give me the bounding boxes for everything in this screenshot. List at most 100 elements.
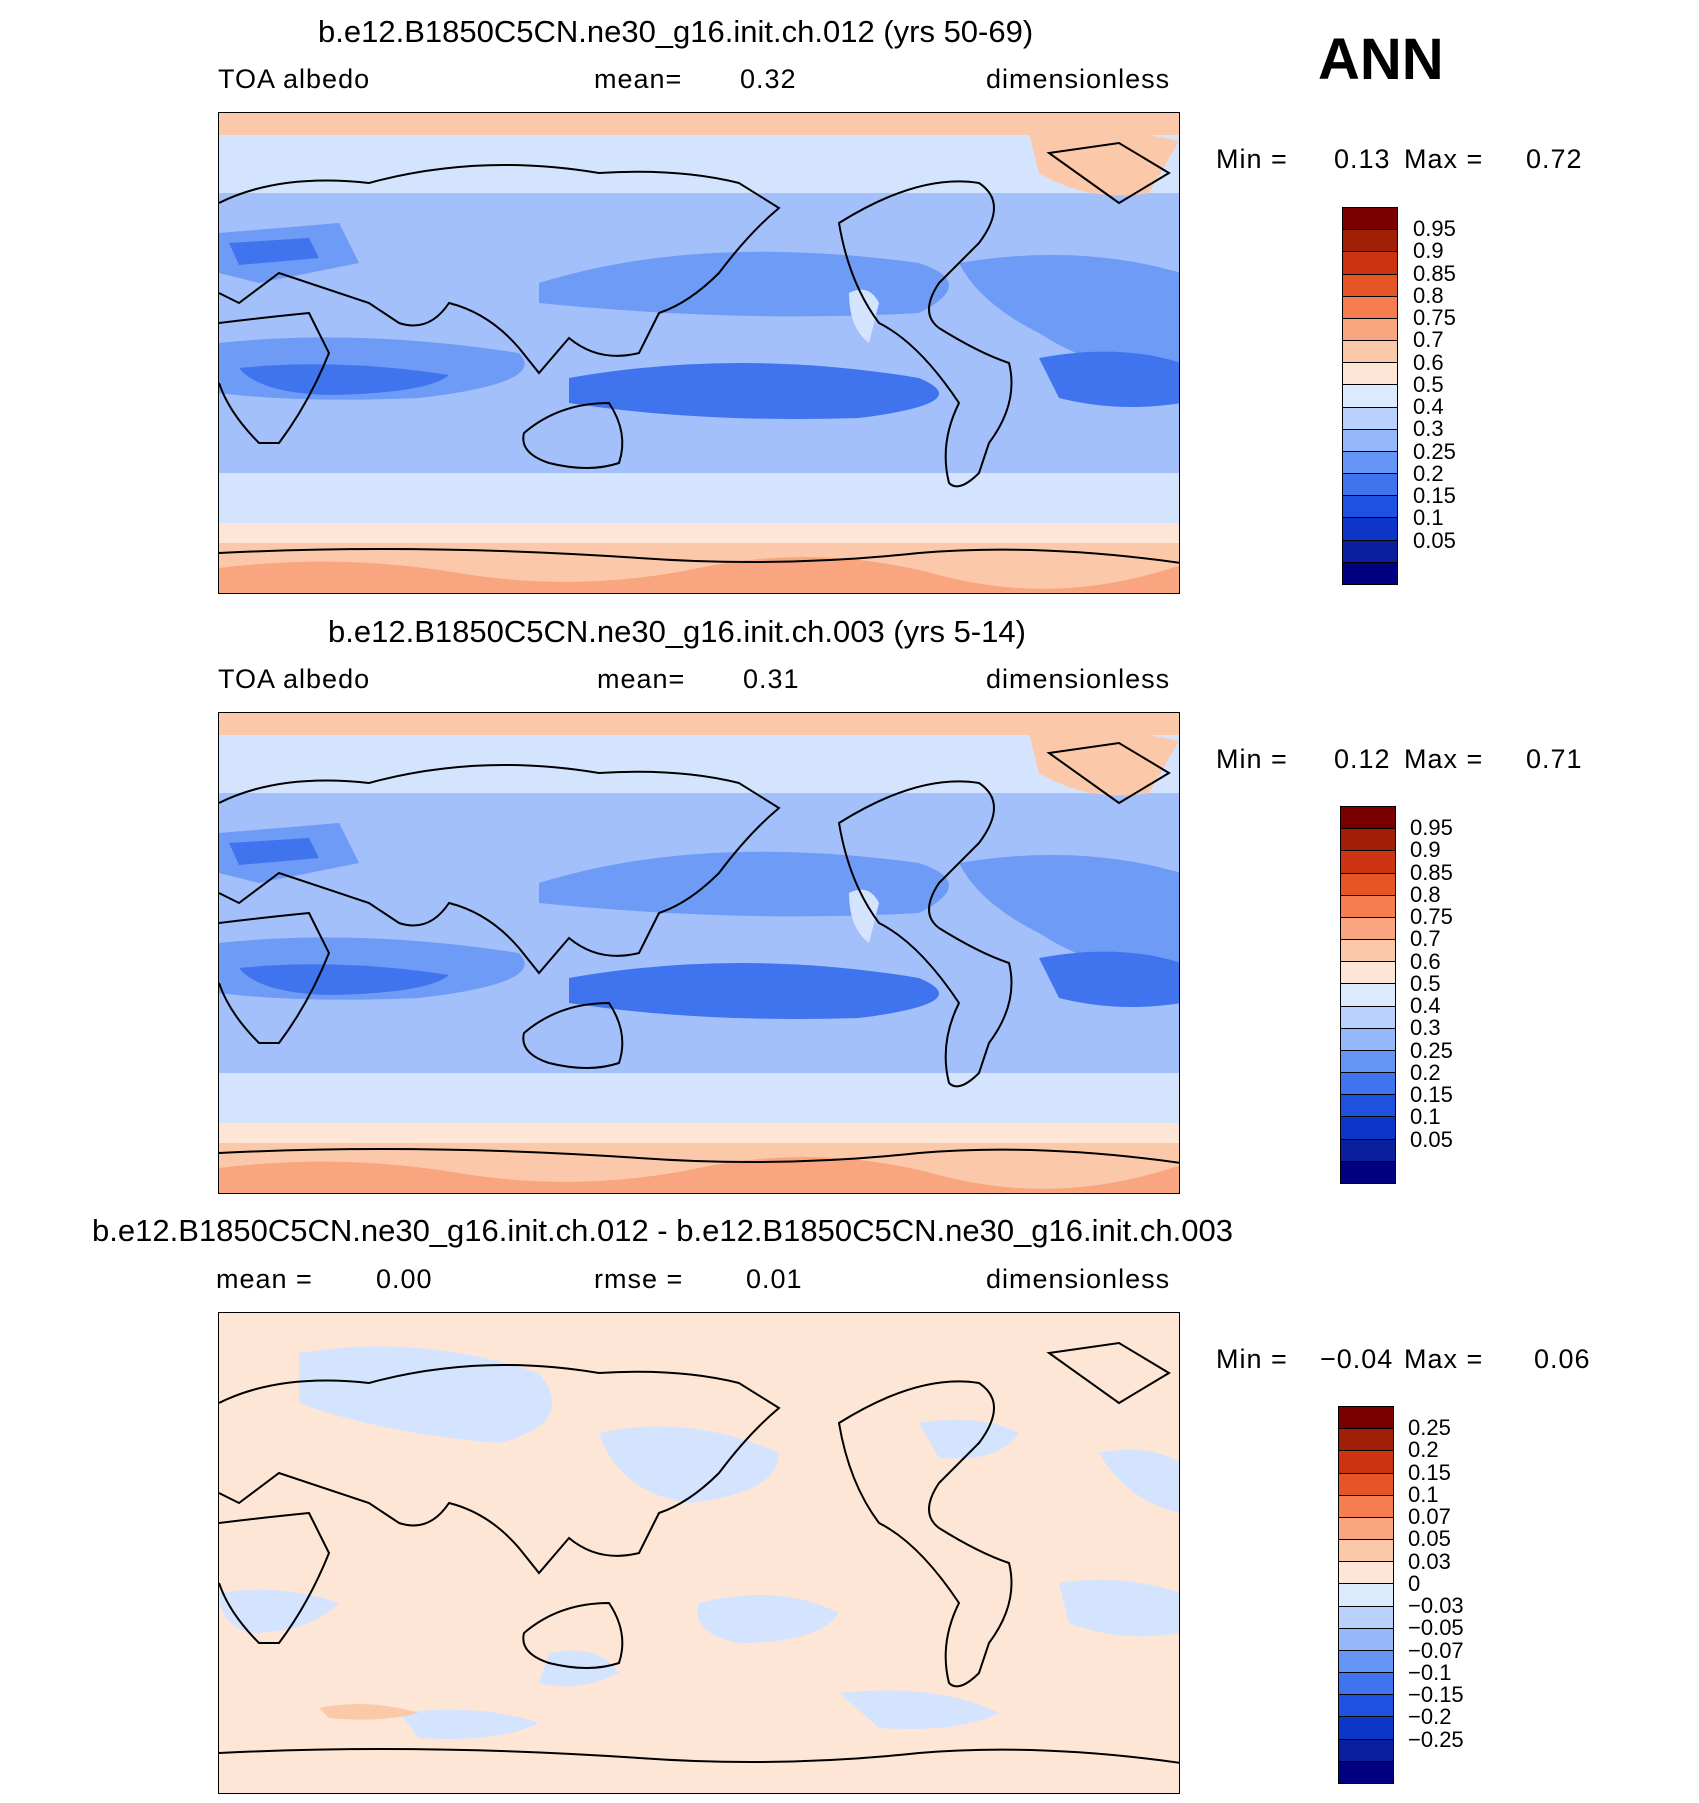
colorbar-box [1341,895,1395,918]
panel3-max-value: 0.06 [1534,1344,1591,1374]
colorbar-box [1343,562,1397,584]
panel1-mean-label: mean= [594,64,683,94]
colorbar-tick-label: 0.75 [1410,904,1453,930]
colorbar-tick-label: −0.05 [1408,1615,1464,1641]
panel2-max-value: 0.71 [1526,744,1583,774]
colorbar-box [1343,451,1397,475]
colorbar-box [1343,407,1397,430]
colorbar-tick-label: 0.1 [1410,1104,1441,1130]
colorbar-box [1339,1473,1393,1496]
colorbar-tick-label: 0.9 [1413,238,1444,264]
colorbar-box [1343,274,1397,297]
panel3-field [219,1313,1179,1793]
panel1-min-value: 0.13 [1334,144,1391,174]
colorbar-tick-label: 0.15 [1408,1459,1451,1485]
colorbar-box [1339,1606,1393,1629]
colorbar-tick-label: 0.85 [1413,260,1456,286]
panel3-units: dimensionless [986,1264,1171,1294]
colorbar-tick-label: −0.2 [1408,1704,1452,1730]
colorbar-box [1341,1050,1395,1074]
colorbar-tick-label: 0.3 [1413,416,1444,442]
panel1-units: dimensionless [986,64,1171,94]
colorbar-tick-label: 0.1 [1413,505,1444,531]
colorbar-box [1339,1429,1393,1452]
colorbar-box [1339,1540,1393,1563]
colorbar-tick-label: 0.8 [1410,881,1441,907]
colorbar-tick-label: 0.05 [1410,1126,1453,1152]
colorbar-box [1339,1761,1393,1783]
colorbar-tick-label: 0.03 [1408,1548,1451,1574]
panel1-colorbar [1342,207,1398,585]
panel3-min-label: Min = [1216,1344,1288,1374]
colorbar-box [1339,1495,1393,1518]
panel3-rmse-value: 0.01 [746,1264,803,1294]
colorbar-tick-label: 0.25 [1410,1037,1453,1063]
colorbar-tick-label: 0.6 [1413,349,1444,375]
colorbar-box [1343,296,1397,319]
colorbar-box [1341,1095,1395,1118]
colorbar-tick-label: −0.15 [1408,1682,1464,1708]
colorbar-box [1341,1028,1395,1051]
colorbar-box [1343,252,1397,275]
colorbar-box [1343,518,1397,541]
panel2-title: b.e12.B1850C5CN.ne30_g16.init.ch.003 (yr… [328,614,1026,649]
panel2-map [218,712,1180,1194]
colorbar-tick-label: 0.25 [1408,1415,1451,1441]
colorbar-box [1341,1117,1395,1140]
panel2-mean-label: mean= [597,664,686,694]
colorbar-box [1339,1650,1393,1674]
panel3-mean-label: mean = [216,1264,313,1294]
panel3-rmse-label: rmse = [594,1264,684,1294]
colorbar-box [1341,1006,1395,1029]
colorbar-box [1341,873,1395,896]
colorbar-tick-label: 0.05 [1408,1526,1451,1552]
colorbar-tick-label: 0.5 [1410,970,1441,996]
colorbar-tick-label: 0.75 [1413,305,1456,331]
panel3-title: b.e12.B1850C5CN.ne30_g16.init.ch.012 - b… [92,1213,1233,1248]
panel2-min-label: Min = [1216,744,1288,774]
panel1-max-value: 0.72 [1526,144,1583,174]
panel3-map [218,1312,1180,1794]
colorbar-tick-label: 0.15 [1410,1082,1453,1108]
panel2-max-label: Max = [1404,744,1484,774]
colorbar-tick-label: −0.03 [1408,1593,1464,1619]
colorbar-box [1341,851,1395,874]
colorbar-tick-label: 0.2 [1413,460,1444,486]
panel1-max-label: Max = [1404,144,1484,174]
panel1-title: b.e12.B1850C5CN.ne30_g16.init.ch.012 (yr… [318,14,1034,49]
colorbar-box [1339,1584,1393,1607]
panel1-map [218,112,1180,594]
colorbar-box [1341,1139,1395,1162]
colorbar-tick-label: 0.25 [1413,438,1456,464]
colorbar-tick-label: 0.1 [1408,1481,1439,1507]
colorbar-tick-label: 0.8 [1413,282,1444,308]
panel2-mean-value: 0.31 [743,664,800,694]
colorbar-tick-label: 0.95 [1410,815,1453,841]
colorbar-box [1343,318,1397,342]
colorbar-box [1339,1628,1393,1651]
colorbar-tick-label: −0.07 [1408,1637,1464,1663]
colorbar-box [1343,429,1397,452]
colorbar-tick-label: 0.9 [1410,837,1441,863]
colorbar-box [1339,1717,1393,1740]
colorbar-box [1339,1451,1393,1474]
panel1-variable-label: TOA albedo [218,64,371,94]
panel3-max-label: Max = [1404,1344,1484,1374]
colorbar-tick-label: 0.4 [1410,993,1441,1019]
panel2-colorbar [1340,806,1396,1184]
colorbar-box [1339,1407,1393,1430]
colorbar-tick-label: 0 [1408,1570,1421,1596]
colorbar-box [1343,496,1397,519]
colorbar-box [1341,962,1395,985]
colorbar-tick-label: 0.07 [1408,1504,1451,1530]
colorbar-box [1341,829,1395,852]
panel1-mean-value: 0.32 [740,64,797,94]
panel2-field [219,713,1179,1193]
colorbar-tick-label: 0.4 [1413,394,1444,420]
colorbar-tick-label: 0.6 [1410,948,1441,974]
panel3-colorbar [1338,1406,1394,1784]
colorbar-box [1343,474,1397,497]
colorbar-box [1339,1517,1393,1541]
colorbar-box [1343,540,1397,563]
colorbar-box [1341,940,1395,963]
